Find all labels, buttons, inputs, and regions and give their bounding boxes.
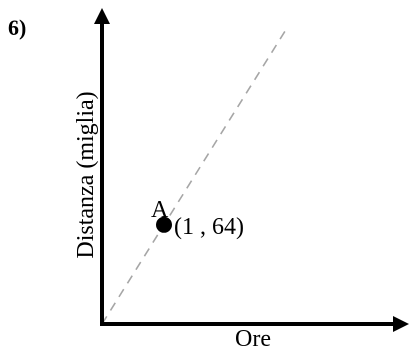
y-axis-arrowhead (94, 8, 110, 24)
y-axis-title: Distanza (miglia) (73, 91, 99, 258)
x-axis-title: Ore (235, 326, 271, 352)
point-a-marker (156, 216, 172, 233)
x-axis-arrowhead (393, 316, 409, 332)
trend-line (101, 25, 289, 325)
point-a-coordinates: (1 , 64) (174, 214, 244, 240)
problem-number: 6) (8, 15, 26, 40)
point-a-label: A (151, 197, 169, 223)
